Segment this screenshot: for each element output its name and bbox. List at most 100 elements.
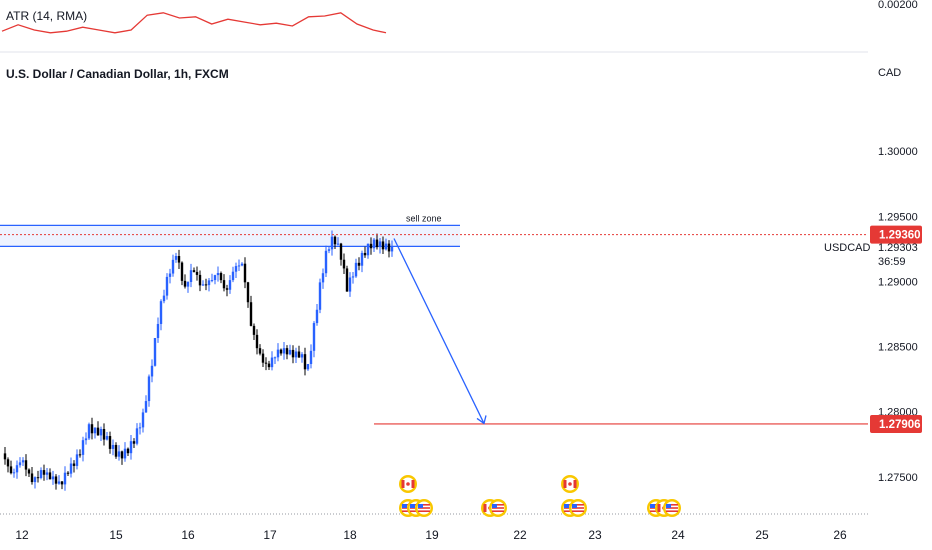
candle-body — [153, 337, 157, 366]
price-levels[interactable] — [0, 234, 868, 425]
resistance-price-badge-bg — [870, 225, 922, 244]
candle-body — [309, 350, 313, 364]
candle-body — [234, 266, 238, 272]
candle-body — [321, 273, 325, 283]
candle-body — [177, 255, 181, 263]
candle-body — [174, 255, 178, 260]
candle-body — [342, 259, 346, 269]
time-tick-label: 25 — [755, 528, 769, 542]
candle-body — [270, 357, 274, 368]
time-tick-label: 24 — [671, 528, 685, 542]
candle-body — [282, 348, 286, 354]
candle-body — [390, 246, 394, 252]
flag-canton — [492, 504, 497, 508]
candle-body — [372, 239, 376, 249]
candle-body — [93, 427, 97, 434]
candle-body — [192, 270, 196, 272]
flag-canton — [572, 504, 577, 508]
flag-stripe — [492, 507, 504, 509]
candle-body — [126, 448, 130, 454]
candle-body — [198, 274, 202, 286]
flag-stripe — [492, 510, 504, 512]
sell-zone[interactable]: sell zone — [0, 213, 460, 248]
flag-canton — [564, 504, 569, 508]
us-flag-icon[interactable] — [569, 499, 587, 517]
sell-zone-fill — [0, 225, 460, 247]
candle-body — [45, 472, 49, 475]
flag-stripe — [657, 504, 661, 512]
candle-body — [243, 263, 247, 283]
candle-body — [228, 280, 232, 290]
candle-body — [219, 273, 223, 281]
candle-body — [207, 280, 211, 286]
candle-body — [312, 323, 316, 351]
countdown-label: 36:59 — [878, 256, 906, 268]
candle-body — [267, 363, 271, 368]
time-axis[interactable]: 12 15 16 17 18 19 22 23 24 25 26 — [0, 513, 868, 542]
candle-body — [261, 353, 265, 363]
candle-body — [132, 441, 136, 444]
candle-body — [30, 473, 34, 483]
candle-body — [291, 349, 295, 358]
candle-body — [255, 334, 259, 349]
flag-stripe — [418, 510, 430, 512]
candle-body — [210, 280, 214, 282]
candle-body — [114, 444, 118, 457]
flag-stripe — [572, 507, 584, 509]
candle-body — [258, 348, 262, 354]
candle-body — [273, 357, 277, 359]
candle-body — [306, 363, 310, 370]
candle-body — [378, 241, 382, 248]
flag-stripe — [483, 504, 487, 512]
flag-canton — [418, 504, 423, 508]
candle-body — [168, 273, 172, 277]
candle-body — [360, 252, 364, 266]
candle-body — [345, 268, 349, 292]
candle-body — [63, 472, 67, 485]
time-tick-label: 26 — [833, 528, 847, 542]
atr-label: ATR (14, RMA) — [6, 9, 87, 23]
candle-body — [147, 376, 151, 402]
canada-flag-icon[interactable] — [399, 475, 417, 493]
atr-pane: ATR (14, RMA) 0.00200 — [1, 0, 918, 34]
us-flag-icon[interactable] — [489, 499, 507, 517]
candle-body — [135, 428, 139, 444]
candle-body — [120, 451, 124, 459]
us-flag-icon[interactable] — [415, 499, 433, 517]
time-tick-label: 18 — [343, 528, 357, 542]
projection-line[interactable] — [393, 238, 485, 424]
candle-body — [183, 280, 187, 287]
resistance-price-badge: 1.29360 — [879, 230, 921, 242]
time-tick-label: 16 — [181, 528, 195, 542]
candle-body — [249, 302, 253, 326]
flag-stripe — [418, 504, 430, 506]
candle-body — [90, 424, 94, 434]
candle-body — [99, 429, 103, 436]
candle-body — [27, 469, 31, 474]
candle-body — [201, 284, 205, 286]
candle-body — [327, 249, 331, 251]
candle-body — [339, 243, 343, 260]
atr-line — [1, 12, 387, 34]
target-price-badge-bg — [870, 414, 922, 433]
canada-flag-icon[interactable] — [561, 475, 579, 493]
us-flag-icon[interactable] — [663, 499, 681, 517]
candle-body — [333, 236, 337, 245]
flag-canton — [650, 504, 655, 508]
candle-body — [189, 270, 193, 283]
candle-body — [51, 476, 55, 480]
price-axis[interactable]: 1.300001.295001.290001.285001.280001.275… — [878, 146, 918, 484]
candle-body — [213, 275, 217, 281]
flag-stripe — [666, 510, 678, 512]
candle-body — [375, 239, 379, 248]
flag-canton — [410, 504, 415, 508]
flag-stripe — [666, 504, 678, 506]
candle-body — [117, 451, 121, 457]
candle-body — [171, 259, 175, 274]
maple-leaf — [406, 482, 410, 486]
economic-events[interactable] — [399, 475, 681, 517]
projection-arrow[interactable] — [393, 238, 487, 425]
sell-zone-label: sell zone — [406, 213, 442, 223]
candle-body — [57, 481, 61, 484]
